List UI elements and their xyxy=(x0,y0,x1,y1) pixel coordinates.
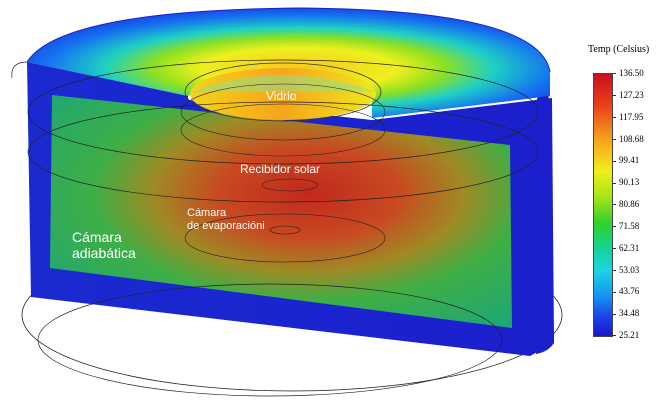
ground-outline xyxy=(37,283,503,397)
evaporation-chamber-label: Cámara de evaporacióni xyxy=(187,207,265,232)
legend-tick-label: 34.48 xyxy=(612,308,639,318)
adiabatic-label-line1: Cámara xyxy=(72,229,122,245)
legend-tick-label: 127.23 xyxy=(612,90,644,100)
legend-tick-label: 108.68 xyxy=(612,134,644,144)
solar-receiver-label: Recibidor solar xyxy=(240,162,321,176)
outline-ring-4 xyxy=(180,103,386,157)
outline-ring-1 xyxy=(27,59,539,165)
legend-tick-label: 53.03 xyxy=(612,265,639,275)
glass-rim-top xyxy=(190,75,376,92)
outline-ring-2 xyxy=(27,101,539,203)
legend-tick-label: 43.76 xyxy=(612,286,639,296)
legend-tick-label: 117.95 xyxy=(612,112,643,122)
adiabatic-chamber-label: Cámara adiabática xyxy=(72,229,136,261)
evaporation-inner-ring xyxy=(269,225,301,235)
temperature-color-bar xyxy=(593,73,613,337)
glass-rim xyxy=(184,62,382,122)
legend-ticks: 136.50 127.23 117.95 108.68 99.41 90.13 80.86 7… xyxy=(612,68,659,340)
legend-tick-label: 136.50 xyxy=(612,68,644,78)
legend-title: Temp (Celsius) xyxy=(588,44,650,55)
legend-tick-label: 62.31 xyxy=(612,243,639,253)
legend-tick-label: 71.58 xyxy=(612,221,639,231)
legend-tick-label: 90.13 xyxy=(612,177,639,187)
evaporation-label-line1: Cámara xyxy=(187,207,227,219)
outline-ring-3 xyxy=(180,83,386,141)
receiver-ring xyxy=(261,178,319,192)
legend-tick-label: 99.41 xyxy=(612,155,639,165)
evaporation-label-line2: de evaporacióni xyxy=(187,219,265,232)
inner-temperature-field xyxy=(50,95,512,328)
adiabatic-label-line2: adiabática xyxy=(72,245,136,262)
glass-label: Vidrio xyxy=(266,89,297,103)
evaporation-ring xyxy=(184,213,386,263)
legend-tick-label: 80.86 xyxy=(612,199,639,209)
legend-tick-label: 25.21 xyxy=(612,330,639,340)
top-cap-edge xyxy=(26,7,551,73)
left-edge-line xyxy=(11,61,28,79)
